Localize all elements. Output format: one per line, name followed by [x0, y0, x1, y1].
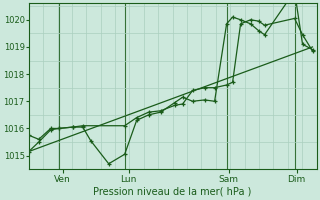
X-axis label: Pression niveau de la mer( hPa ): Pression niveau de la mer( hPa ) — [93, 187, 252, 197]
